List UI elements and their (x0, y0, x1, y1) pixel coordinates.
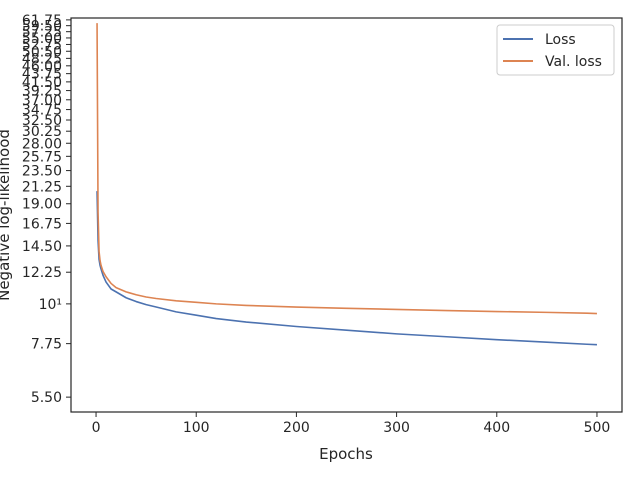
plot-frame (70, 17, 623, 413)
y-tick-label: 14.50 (22, 239, 62, 255)
y-tick-label: 39.25 (22, 84, 62, 100)
x-tick-label: 400 (483, 420, 510, 436)
legend-box (496, 24, 615, 76)
y-tick-label: 43.75 (22, 67, 62, 83)
y-tick-label: 50.50 (22, 44, 62, 60)
y-tick-label: 5.50 (31, 390, 62, 406)
legend-label: Val. loss (545, 54, 602, 70)
y-tick-label: 12.25 (22, 265, 62, 281)
y-tick-label: 61.75 (22, 13, 62, 29)
y-tick-label: 37.00 (22, 93, 62, 109)
y-tick-label: 52.75 (22, 37, 62, 53)
y-tick-label: 34.75 (22, 103, 62, 119)
y-tick-label: 57.25 (22, 25, 62, 41)
y-tick-label: 16.75 (22, 216, 62, 232)
x-axis-label: Epochs (319, 445, 373, 463)
y-tick-label: 28.00 (22, 136, 62, 152)
x-tick-label: 300 (383, 420, 410, 436)
series-line-val-loss (96, 23, 597, 315)
y-tick-label: 41.50 (22, 75, 62, 91)
x-tick-label: 200 (283, 420, 310, 436)
y-tick-label: 10¹ (39, 297, 62, 313)
y-tick-label: 19.00 (22, 197, 62, 213)
y-tick-label: 32.50 (22, 113, 62, 129)
y-tick-label: 46.00 (22, 59, 62, 75)
y-tick-label: 25.75 (22, 149, 62, 165)
y-tick-label: 21.25 (22, 179, 62, 195)
y-tick-label: 48.25 (22, 51, 62, 67)
y-tick-label: 59.50 (22, 19, 62, 35)
y-tick-label: 7.75 (31, 337, 62, 353)
y-tick-label: 55.00 (22, 31, 62, 47)
legend: Loss Val. loss (496, 24, 615, 76)
y-tick-label: 23.50 (22, 164, 62, 180)
x-tick-label: 0 (92, 420, 101, 436)
x-tick-label: 500 (584, 420, 611, 436)
x-tick-label: 100 (183, 420, 210, 436)
series-line-loss (96, 191, 597, 346)
legend-label: Loss (545, 32, 576, 48)
y-axis-label: Negative log-likelihood (0, 129, 13, 301)
y-tick-label: 30.25 (22, 124, 62, 140)
